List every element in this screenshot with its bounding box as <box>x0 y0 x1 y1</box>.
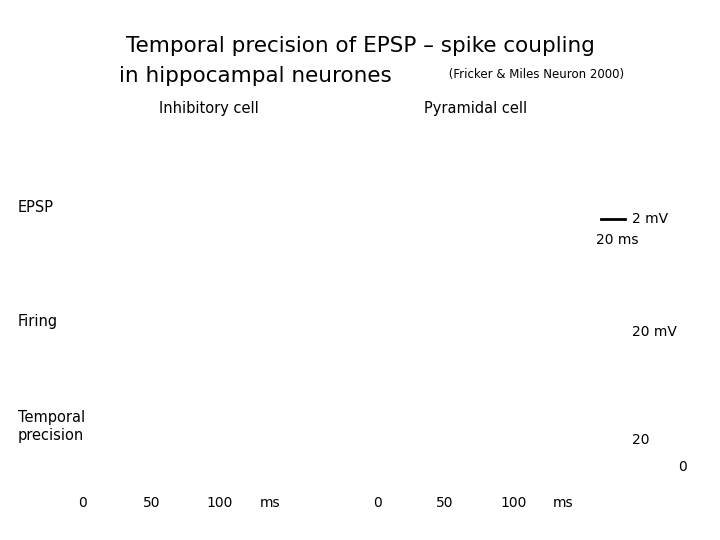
Text: 50: 50 <box>143 496 160 510</box>
Text: 20: 20 <box>632 433 649 447</box>
Text: Inhibitory cell: Inhibitory cell <box>159 100 258 116</box>
Text: 0: 0 <box>78 496 87 510</box>
Text: 20 ms: 20 ms <box>596 233 639 247</box>
Text: in hippocampal neurones: in hippocampal neurones <box>120 65 392 86</box>
Text: 20 mV: 20 mV <box>632 325 677 339</box>
Text: 50: 50 <box>436 496 454 510</box>
Text: ms: ms <box>553 496 573 510</box>
Text: (Fricker & Miles Neuron 2000): (Fricker & Miles Neuron 2000) <box>445 68 624 81</box>
Text: Temporal
precision: Temporal precision <box>18 410 85 443</box>
Text: 0: 0 <box>374 496 382 510</box>
Text: ms: ms <box>260 496 280 510</box>
Text: 2 mV: 2 mV <box>632 212 668 226</box>
Text: Firing: Firing <box>18 314 58 329</box>
Text: 0: 0 <box>678 460 687 474</box>
Text: EPSP: EPSP <box>18 200 54 215</box>
Text: 100: 100 <box>207 496 233 510</box>
Text: Pyramidal cell: Pyramidal cell <box>423 100 527 116</box>
Text: 100: 100 <box>501 496 527 510</box>
Text: Temporal precision of EPSP – spike coupling: Temporal precision of EPSP – spike coupl… <box>125 36 595 56</box>
